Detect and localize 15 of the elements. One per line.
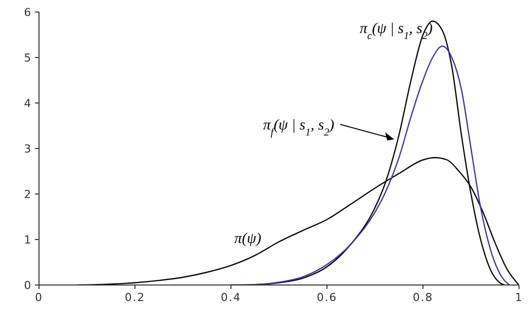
- x-tick-label: 0.8: [412, 290, 434, 304]
- y-tick-label: 6: [24, 6, 31, 19]
- y-tick-label: 2: [24, 188, 31, 201]
- y-tick-label: 1: [24, 233, 31, 246]
- annotation: π$_{f}$(ψ | s$_{1}$, s$_{2}$): [263, 117, 334, 138]
- annotation: π(ψ): [234, 230, 262, 247]
- x-tick-label: 0.6: [316, 290, 338, 304]
- y-tick-label: 4: [24, 96, 31, 110]
- y-tick-label: 3: [24, 142, 31, 156]
- x-tick-label: 0: [35, 290, 43, 304]
- y-tick-label: 0: [24, 278, 31, 292]
- x-tick-label: 0.2: [124, 290, 146, 304]
- x-tick-label: 1: [515, 290, 523, 304]
- x-tick-label: 0.4: [220, 290, 242, 304]
- y-tick-label: 5: [24, 51, 31, 64]
